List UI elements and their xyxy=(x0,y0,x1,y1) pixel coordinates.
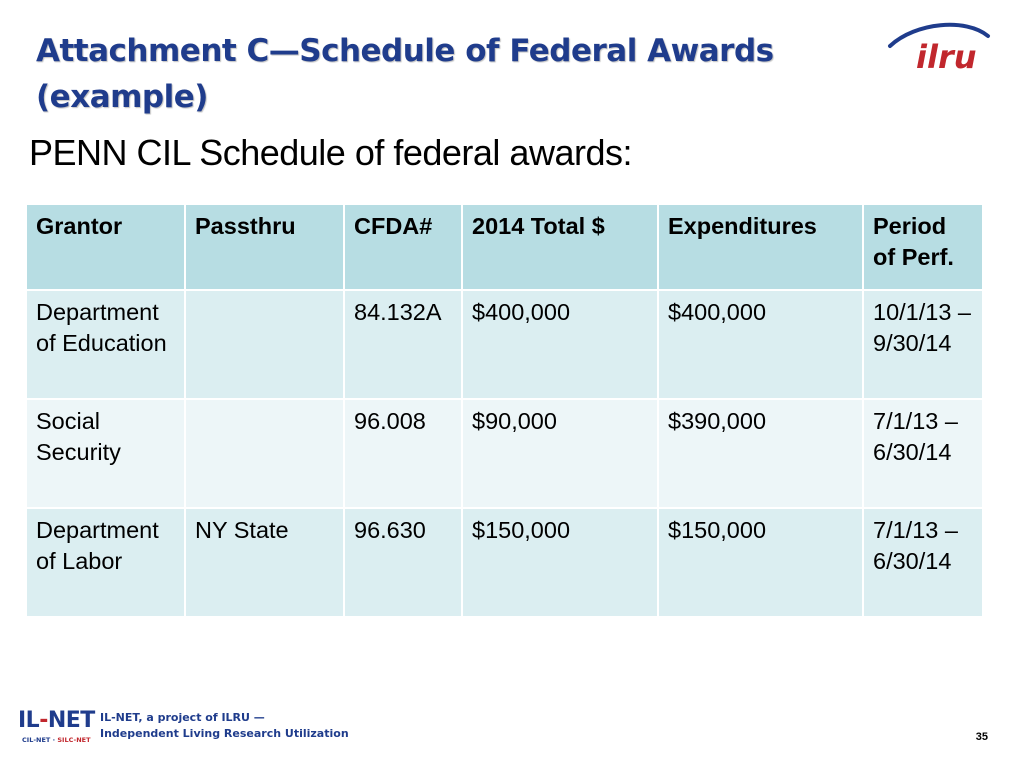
cell-grantor: Department of Labor xyxy=(27,509,184,616)
il-net-logo-mark: IL-NET xyxy=(18,708,95,733)
cell-grantor: Social Security xyxy=(27,400,184,507)
cell-passthru xyxy=(186,291,343,398)
footer-description: IL-NET, a project of ILRU — Independent … xyxy=(100,710,349,742)
cell-grantor: Department of Education xyxy=(27,291,184,398)
il-net-logo-sub-cilnet: CIL-NET · xyxy=(22,736,58,744)
cell-expenditures: $150,000 xyxy=(659,509,862,616)
ilru-logo-swoosh xyxy=(888,22,990,48)
il-net-logo-net: NET xyxy=(47,708,95,733)
header-expenditures: Expenditures xyxy=(659,205,862,289)
il-net-logo-subtext: CIL-NET · SILC-NET xyxy=(22,736,91,744)
cell-cfda: 84.132A xyxy=(345,291,461,398)
slide-subtitle: PENN CIL Schedule of federal awards: xyxy=(29,132,632,173)
table-row: Department of Education 84.132A $400,000… xyxy=(27,291,982,398)
il-net-logo-il: IL xyxy=(18,708,40,733)
table-row: Department of Labor NY State 96.630 $150… xyxy=(27,509,982,616)
header-cfda: CFDA# xyxy=(345,205,461,289)
header-passthru: Passthru xyxy=(186,205,343,289)
il-net-logo: IL-NET CIL-NET · SILC-NET IL-NET, a proj… xyxy=(16,708,349,750)
cell-cfda: 96.630 xyxy=(345,509,461,616)
cell-period: 7/1/13 – 6/30/14 xyxy=(864,400,982,507)
table-row: Social Security 96.008 $90,000 $390,000 … xyxy=(27,400,982,507)
il-net-logo-dash: - xyxy=(39,708,48,733)
cell-passthru xyxy=(186,400,343,507)
ilru-logo-text: ilru xyxy=(916,38,977,76)
ilru-logo: ilru xyxy=(888,22,990,76)
header-grantor: Grantor xyxy=(27,205,184,289)
cell-passthru: NY State xyxy=(186,509,343,616)
il-net-logo-sub-silcnet: SILC-NET xyxy=(57,736,91,744)
header-period: Period of Perf. xyxy=(864,205,982,289)
cell-total: $90,000 xyxy=(463,400,657,507)
cell-total: $400,000 xyxy=(463,291,657,398)
footer-line-1: IL-NET, a project of ILRU — xyxy=(100,711,265,724)
cell-period: 10/1/13 – 9/30/14 xyxy=(864,291,982,398)
footer-line-2: Independent Living Research Utilization xyxy=(100,727,349,740)
cell-expenditures: $400,000 xyxy=(659,291,862,398)
cell-period: 7/1/13 – 6/30/14 xyxy=(864,509,982,616)
cell-total: $150,000 xyxy=(463,509,657,616)
table-header-row: Grantor Passthru CFDA# 2014 Total $ Expe… xyxy=(27,205,982,289)
cell-cfda: 96.008 xyxy=(345,400,461,507)
header-total: 2014 Total $ xyxy=(463,205,657,289)
slide-title: Attachment C—Schedule of Federal Awards … xyxy=(36,33,774,115)
federal-awards-table: Grantor Passthru CFDA# 2014 Total $ Expe… xyxy=(25,203,984,618)
page-number: 35 xyxy=(975,731,988,743)
cell-expenditures: $390,000 xyxy=(659,400,862,507)
